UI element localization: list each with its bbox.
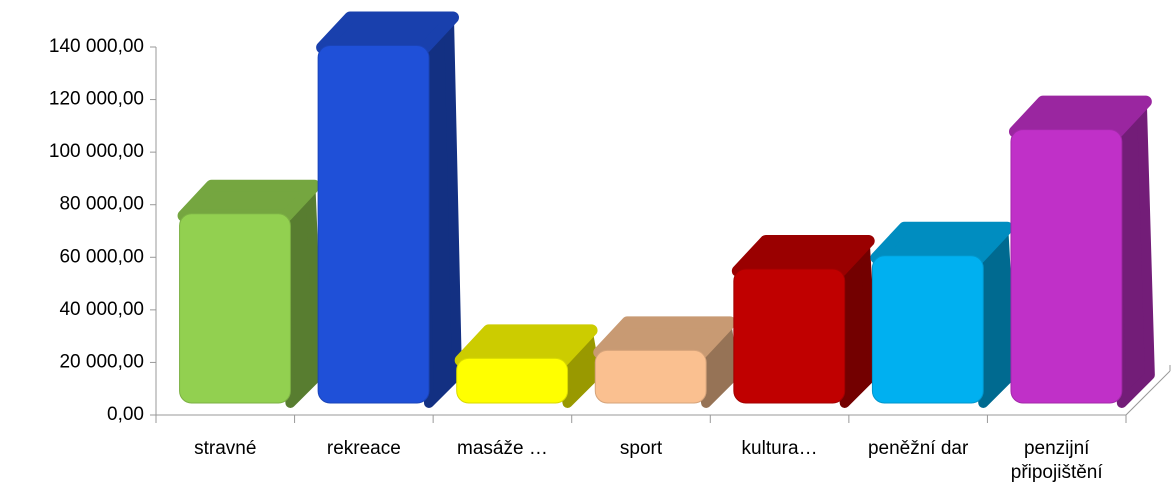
x-tick-label: rekreace — [326, 438, 401, 459]
x-tick-label: masáže … — [457, 438, 548, 459]
y-tick-label: 20 000,00 — [59, 351, 144, 372]
bar-top — [870, 221, 1014, 264]
bar-top — [593, 316, 737, 359]
bar-top — [177, 179, 321, 222]
bar — [731, 234, 878, 408]
bar — [177, 179, 324, 408]
x-tick-label: stravné — [194, 438, 257, 459]
bar-front — [871, 255, 984, 404]
y-tick-label: 140 000,00 — [49, 36, 144, 57]
y-tick-label: 100 000,00 — [49, 141, 144, 162]
bar — [1008, 95, 1155, 408]
bar-front — [179, 213, 291, 404]
bar — [316, 11, 462, 408]
bar-front — [1010, 129, 1123, 404]
bar-front — [317, 45, 430, 404]
x-tick-label: peněžní dar — [867, 438, 969, 459]
x-tick-label: sport — [619, 438, 663, 459]
bar-top — [731, 234, 875, 277]
y-tick-label: 80 000,00 — [59, 194, 144, 215]
bar-top — [1008, 95, 1152, 138]
bar — [870, 221, 1017, 408]
y-tick-label: 0,00 — [107, 404, 144, 425]
floor-edge — [1125, 370, 1171, 416]
bar-front — [733, 268, 846, 404]
bar — [454, 324, 601, 408]
x-tick-label: penzijní připojištění — [1010, 438, 1103, 483]
y-tick-label: 40 000,00 — [59, 299, 144, 320]
bar-top — [454, 324, 598, 367]
bar-top — [316, 11, 459, 54]
bar-front — [594, 349, 707, 404]
y-tick-label: 120 000,00 — [49, 89, 144, 110]
x-tick-label: kultura… — [741, 438, 818, 459]
bar — [593, 316, 740, 408]
bar-front — [456, 357, 569, 404]
y-tick-label: 60 000,00 — [59, 246, 144, 267]
